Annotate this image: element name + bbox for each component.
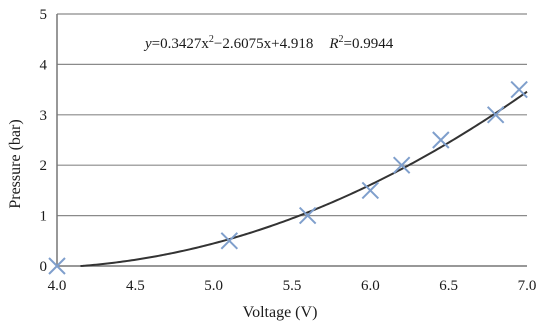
y-tick-label: 4 <box>40 57 48 73</box>
eq-sup-1: 2 <box>209 34 214 45</box>
grid-lines <box>57 13 527 217</box>
y-tick-label: 5 <box>40 7 48 23</box>
trendline <box>80 90 528 267</box>
data-point <box>361 181 380 200</box>
eq-part-2: −2.6075x <box>214 36 272 52</box>
x-tick-label: 4.5 <box>126 278 145 294</box>
x-tick-label: 5.0 <box>204 278 223 294</box>
y-tick-labels: 0 1 2 3 4 5 <box>40 7 48 275</box>
data-point <box>298 206 317 225</box>
r2-label: R <box>328 36 338 52</box>
trendline-equation: y=0.3427x2−2.6075x+4.918 R2=0.9944 <box>143 34 394 52</box>
axes <box>56 14 527 267</box>
data-point <box>48 257 66 275</box>
x-tick-label: 7.0 <box>518 278 537 294</box>
x-axis-label: Voltage (V) <box>243 304 318 321</box>
x-tick-label: 4.0 <box>48 278 67 294</box>
data-points <box>48 80 528 275</box>
x-tick-labels: 4.0 4.5 5.0 5.5 6.0 6.5 7.0 <box>48 278 537 294</box>
eq-part-1: =0.3427x <box>152 36 210 52</box>
y-tick-label: 2 <box>40 158 48 174</box>
data-point <box>510 80 528 99</box>
eq-part-3: +4.918 <box>271 36 313 52</box>
y-tick-label: 1 <box>40 209 48 225</box>
y-tick-label: 0 <box>40 259 48 275</box>
data-point <box>432 131 450 149</box>
r2-sup: 2 <box>339 34 344 45</box>
data-point <box>486 106 505 124</box>
y-axis-label: Pressure (bar) <box>7 119 24 208</box>
x-tick-label: 5.5 <box>283 278 302 294</box>
y-tick-label: 3 <box>40 108 48 124</box>
data-point <box>220 232 239 250</box>
data-point <box>392 156 411 174</box>
r2-value: =0.9944 <box>344 36 394 52</box>
x-tick-label: 6.0 <box>361 278 380 294</box>
x-tick-label: 6.5 <box>439 278 458 294</box>
